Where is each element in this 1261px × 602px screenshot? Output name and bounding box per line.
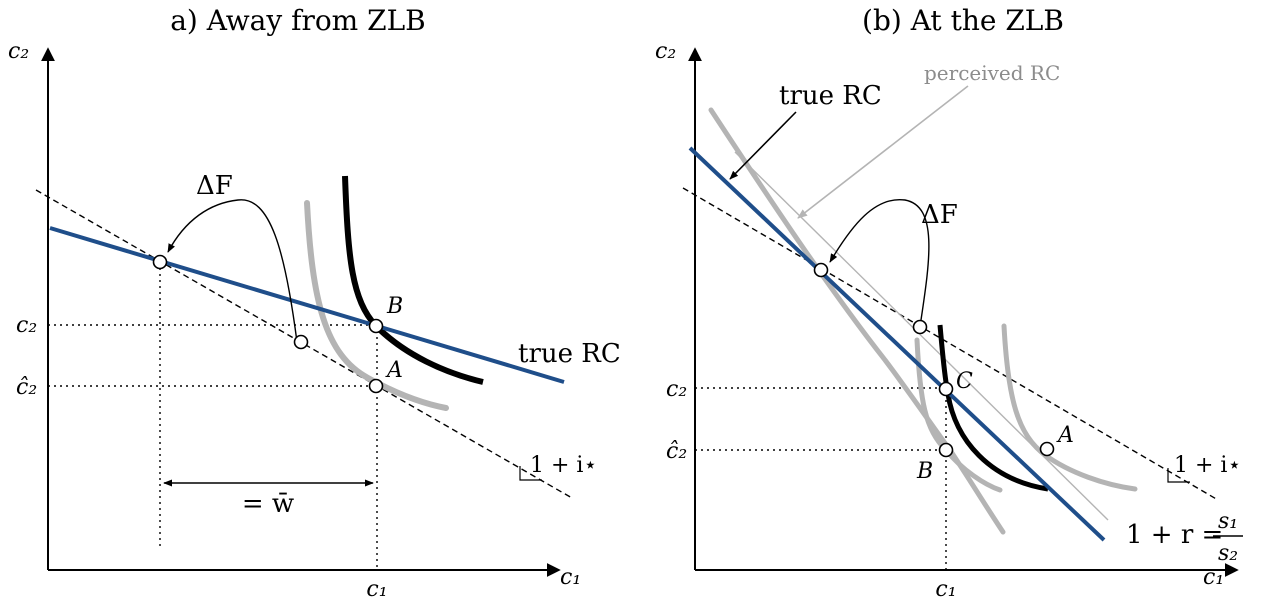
panel-b-guides — [695, 387, 947, 570]
panel-b-slope-marker — [1167, 468, 1190, 483]
panel-a-point-left — [152, 254, 168, 270]
panel-a-delta-f-arrow — [167, 199, 298, 343]
panel-a-y-axis-label: c₂ — [8, 39, 29, 64]
panel-b-perceived-rc-label: perceived RC — [924, 61, 1060, 85]
panel-a-tick-c2: c₂ — [16, 313, 37, 338]
panel-b: (b) At the ZLB c₂ c₁ c₂ ĉ₂ c₁ 1 + i⋆ — [655, 4, 1243, 602]
panel-a-title: a) Away from ZLB — [170, 4, 426, 37]
panel-b-perceived-rc-arrow — [797, 85, 969, 219]
panel-a-wealth-label: = w̄ — [242, 489, 294, 519]
panel-b-dashed-budget-line — [682, 187, 1219, 501]
panel-a-slope-label: 1 + i⋆ — [530, 453, 597, 478]
panel-b-rate-num: s₁ — [1218, 509, 1238, 534]
panel-b-point-mid — [912, 319, 928, 335]
panel-b-grey-curve-left — [708, 107, 1006, 535]
panel-b-delta-f-arrow — [829, 199, 930, 321]
panel-a-true-rc-label: true RC — [518, 339, 621, 369]
panel-a-dashed-budget-line — [35, 189, 573, 499]
panel-b-point-tangency — [813, 262, 829, 278]
panel-b-black-indifference-curve — [937, 324, 1049, 492]
panel-b-label-a: A — [1056, 423, 1074, 448]
panel-b-delta-f-label: ΔF — [921, 200, 958, 230]
panel-b-perceived-rc-line — [734, 151, 1109, 521]
panel-a-grey-indifference-curve — [304, 200, 449, 411]
panel-b-title: (b) At the ZLB — [862, 4, 1064, 37]
panel-b-tick-c1: c₁ — [935, 577, 956, 602]
panel-a-point-a — [368, 378, 384, 394]
panel-b-label-c: C — [956, 369, 973, 394]
panel-a-tick-c1: c₁ — [366, 577, 387, 602]
panel-b-rate-den: s₂ — [1218, 541, 1238, 566]
panel-b-point-c — [938, 381, 954, 397]
panel-a-slope-marker — [519, 466, 542, 481]
panel-a: a) Away from ZLB c₂ c₁ c₂ ĉ₂ c₁ 1 + i⋆ t… — [8, 4, 621, 602]
panel-a-true-rc-line — [49, 226, 565, 384]
panel-b-point-a — [1039, 441, 1055, 457]
panel-b-true-rc-arrow — [729, 111, 797, 180]
panel-b-slope-label: 1 + i⋆ — [1174, 453, 1241, 478]
panel-b-point-b — [938, 442, 954, 458]
panel-a-tick-c2-hat: ĉ₂ — [16, 375, 37, 400]
panel-b-x-axis-label: c₁ — [1203, 565, 1224, 590]
panel-b-true-rc-label: true RC — [779, 81, 882, 111]
panel-b-tick-c2: c₂ — [666, 377, 687, 402]
panel-a-x-axis-label: c₁ — [560, 565, 581, 590]
panel-a-point-mid — [293, 334, 309, 350]
panel-a-label-b: B — [386, 294, 403, 319]
panel-b-true-rc-line — [688, 146, 1106, 542]
panel-b-tick-c2-hat: ĉ₂ — [666, 439, 687, 464]
panel-b-rate-label: 1 + r = — [1126, 520, 1223, 550]
panel-a-point-b — [368, 318, 384, 334]
panel-b-label-b: B — [916, 459, 933, 484]
panel-a-guides — [48, 262, 378, 570]
panel-b-y-axis-label: c₂ — [655, 39, 676, 64]
panel-a-delta-f-label: ΔF — [196, 171, 233, 201]
panel-a-label-a: A — [385, 358, 403, 383]
